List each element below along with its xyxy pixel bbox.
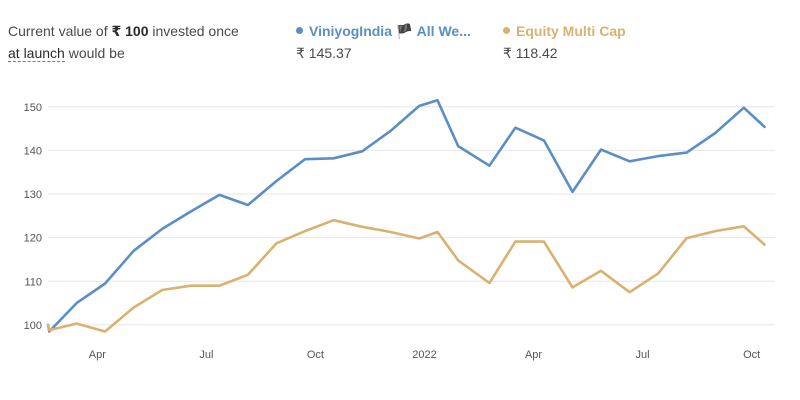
x-tick-label: Apr (525, 349, 542, 361)
y-tick-label: 100 (24, 320, 42, 332)
x-axis-ticks: Apr Jul Oct 2022 Apr Jul Oct (89, 349, 760, 361)
y-tick-label: 120 (24, 233, 42, 245)
y-tick-label: 140 (24, 145, 42, 157)
y-tick-label: 110 (24, 276, 42, 288)
legend-series-name: Equity Multi Cap (516, 23, 626, 39)
legend-dot-icon (296, 27, 303, 34)
at-launch-link[interactable]: at launch (8, 45, 65, 62)
x-tick-label: Oct (307, 349, 324, 361)
x-tick-label: Oct (743, 349, 760, 361)
caption-end: would be (64, 45, 125, 61)
x-tick-label: Jul (636, 349, 650, 361)
y-tick-label: 130 (24, 189, 42, 201)
y-tick-label: 150 (24, 102, 42, 114)
y-axis-ticks: 100 110 120 130 140 150 (24, 102, 42, 332)
x-tick-label: 2022 (412, 349, 436, 361)
legend-series-viniyog[interactable]: ViniyogIndia 🏴 All We... ₹ 145.37 (296, 20, 471, 64)
series-layer (46, 99, 766, 333)
legend-series-value: ₹ 118.42 (503, 45, 558, 61)
caption-prefix: Current value of (8, 23, 112, 39)
chart-caption: Current value of ₹ 100 invested once at … (8, 20, 278, 64)
caption-suffix: invested once (148, 23, 239, 39)
legend-series-name: ViniyogIndia 🏴 All We... (309, 23, 471, 39)
legend-series-value: ₹ 145.37 (296, 45, 352, 61)
x-tick-label: Jul (199, 349, 213, 361)
x-tick-label: Apr (89, 349, 106, 361)
legend-series-equity-multi-cap[interactable]: Equity Multi Cap ₹ 118.42 (503, 20, 626, 64)
series-line-1 (46, 218, 766, 333)
caption-amount: ₹ 100 (111, 23, 149, 39)
series-line-0 (46, 99, 766, 333)
legend-dot-icon (503, 27, 510, 34)
